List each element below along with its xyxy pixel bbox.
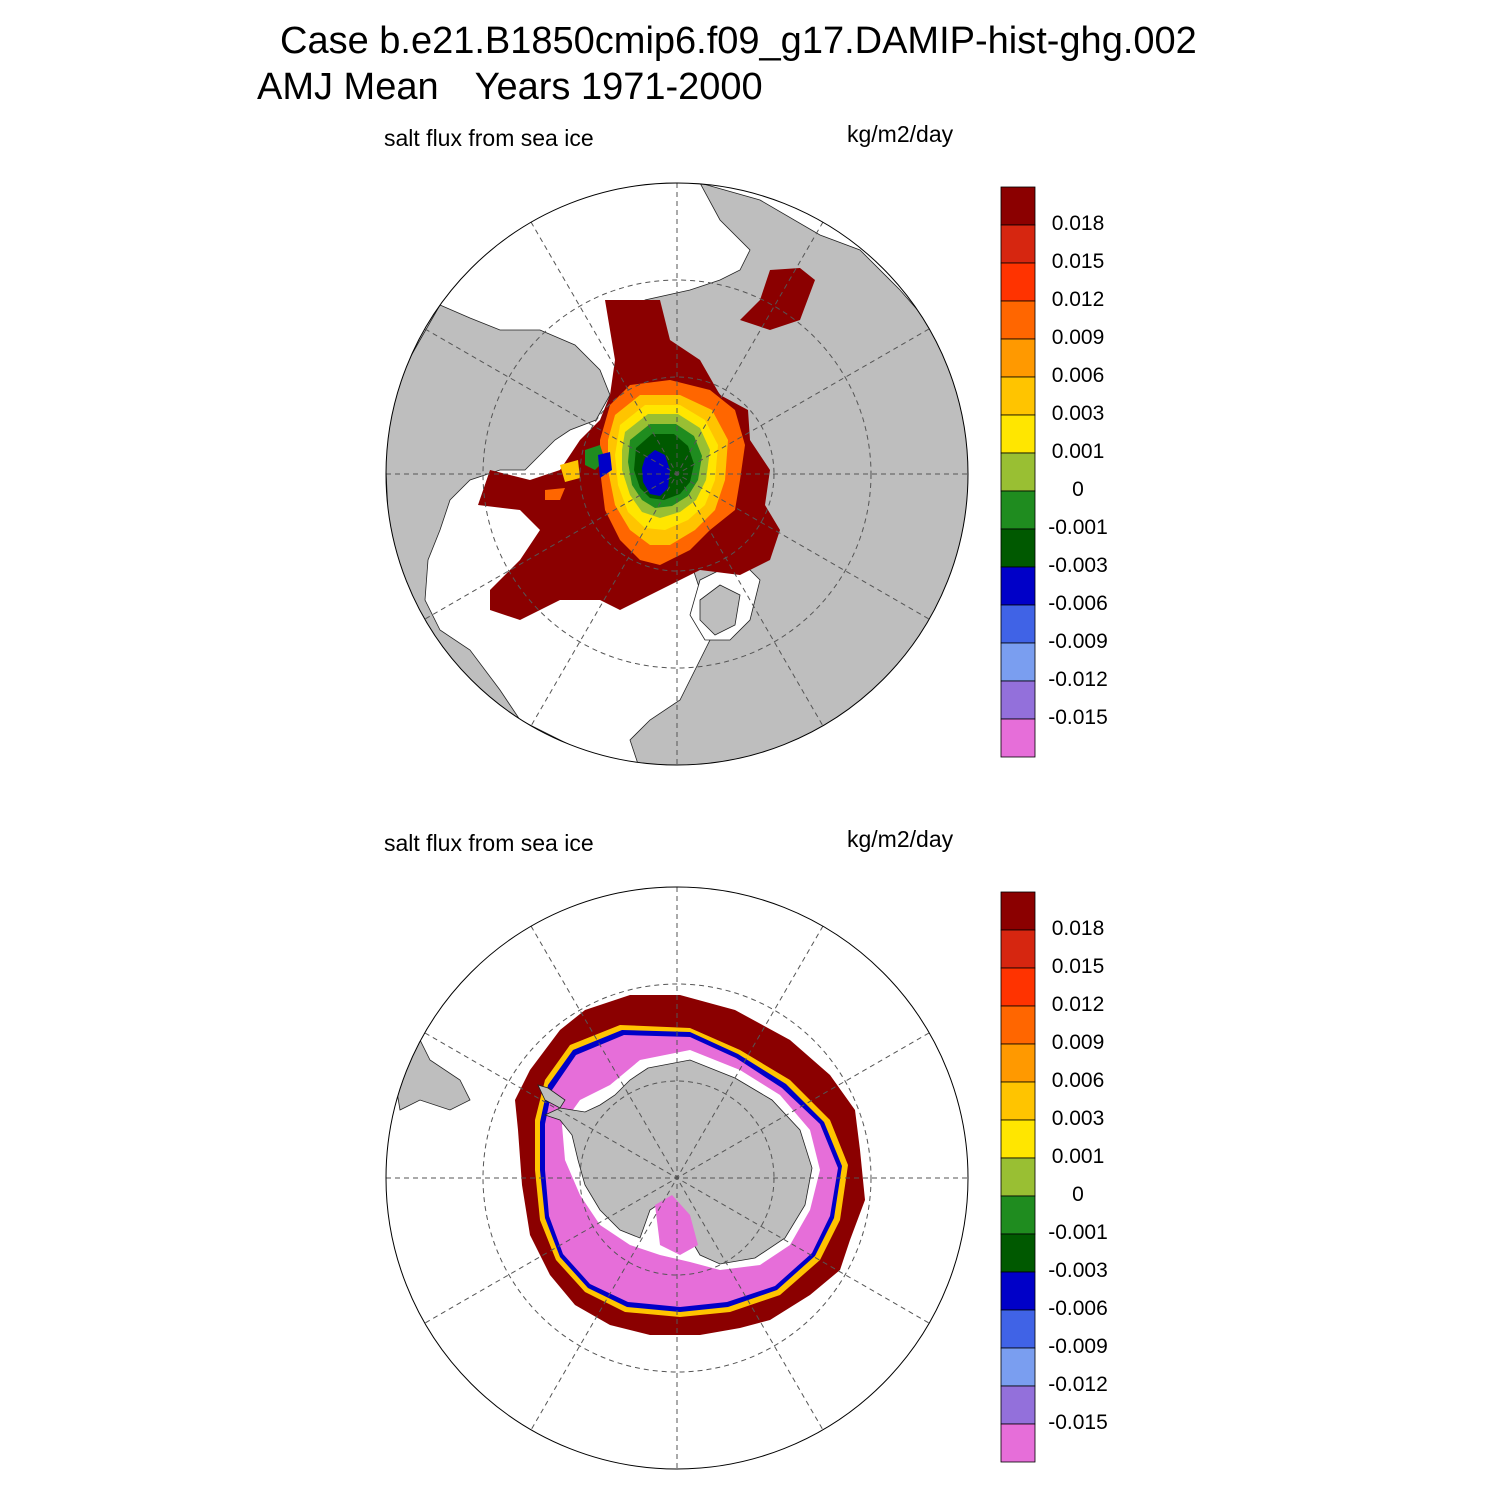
south-variable-label: salt flux from sea ice — [384, 830, 594, 856]
south-colorbar-swatch — [1000, 1309, 1036, 1349]
south-colorbar-swatch — [1000, 1385, 1036, 1425]
north-colorbar-tick-label: 0 — [1072, 478, 1084, 501]
north-polar-map — [385, 182, 969, 766]
plot-title-case: Case b.e21.B1850cmip6.f09_g17.DAMIP-hist… — [280, 20, 1197, 62]
south-polar-map — [385, 886, 969, 1470]
south-colorbar — [1000, 891, 1036, 1463]
north-colorbar-tick-label: -0.003 — [1048, 554, 1108, 577]
south-colorbar-tick-label: -0.001 — [1048, 1221, 1108, 1244]
south-colorbar-tick-label: 0.018 — [1051, 917, 1105, 940]
north-colorbar-swatch — [1000, 718, 1036, 758]
south-colorbar-swatch — [1000, 1081, 1036, 1121]
north-units-label: kg/m2/day — [847, 121, 954, 147]
north-colorbar-swatch — [1000, 528, 1036, 568]
north-colorbar-tick-label: -0.001 — [1048, 516, 1108, 539]
south-colorbar-tick-label: 0.009 — [1051, 1031, 1105, 1054]
south-colorbar-swatch — [1000, 929, 1036, 969]
north-colorbar-tick-label: 0.001 — [1051, 440, 1105, 463]
north-colorbar-swatch — [1000, 566, 1036, 606]
north-colorbar-tick-label: 0.009 — [1051, 326, 1105, 349]
season-label: AMJ Mean — [257, 66, 439, 108]
north-colorbar-swatch — [1000, 300, 1036, 340]
north-colorbar-swatch — [1000, 338, 1036, 378]
south-colorbar-tick-label: 0.003 — [1051, 1107, 1105, 1130]
south-colorbar-tick-label: -0.006 — [1048, 1297, 1108, 1320]
south-colorbar-swatch — [1000, 1233, 1036, 1273]
north-colorbar-swatch — [1000, 186, 1036, 226]
north-colorbar — [1000, 186, 1036, 758]
north-colorbar-swatch — [1000, 642, 1036, 682]
north-colorbar-tick-label: 0.018 — [1051, 212, 1105, 235]
south-colorbar-tick-label: 0.015 — [1051, 955, 1105, 978]
south-colorbar-swatch — [1000, 1423, 1036, 1463]
years-label: Years 1971-2000 — [474, 66, 763, 108]
north-colorbar-tick-label: -0.015 — [1048, 706, 1108, 729]
north-colorbar-tick-label: -0.006 — [1048, 592, 1108, 615]
north-colorbar-swatch — [1000, 414, 1036, 454]
north-ice-core — [642, 450, 670, 496]
south-colorbar-swatch — [1000, 1005, 1036, 1045]
north-colorbar-swatch — [1000, 452, 1036, 492]
south-colorbar-tick-label: 0.012 — [1051, 993, 1105, 1016]
south-colorbar-tick-label: 0.001 — [1051, 1145, 1105, 1168]
north-colorbar-swatch — [1000, 680, 1036, 720]
north-colorbar-tick-label: 0.006 — [1051, 364, 1105, 387]
south-colorbar-tick-label: -0.015 — [1048, 1411, 1108, 1434]
plot-title-period: AMJ Mean Years 1971-2000 — [257, 66, 763, 109]
south-colorbar-swatch — [1000, 1271, 1036, 1311]
south-colorbar-swatch — [1000, 891, 1036, 931]
north-colorbar-swatch — [1000, 604, 1036, 644]
north-colorbar-tick-label: -0.012 — [1048, 668, 1108, 691]
south-colorbar-swatch — [1000, 1195, 1036, 1235]
north-colorbar-tick-label: 0.012 — [1051, 288, 1105, 311]
south-units-label: kg/m2/day — [847, 826, 954, 852]
antarctica-landmass — [543, 1059, 813, 1265]
north-colorbar-tick-label: 0.003 — [1051, 402, 1105, 425]
north-colorbar-swatch — [1000, 490, 1036, 530]
south-colorbar-tick-label: -0.012 — [1048, 1373, 1108, 1396]
north-colorbar-swatch — [1000, 262, 1036, 302]
south-colorbar-swatch — [1000, 1043, 1036, 1083]
north-variable-label: salt flux from sea ice — [384, 125, 594, 151]
south-america-landmass — [394, 1039, 471, 1111]
north-colorbar-tick-label: -0.009 — [1048, 630, 1108, 653]
south-colorbar-tick-label: -0.009 — [1048, 1335, 1108, 1358]
south-colorbar-tick-label: 0.006 — [1051, 1069, 1105, 1092]
south-colorbar-tick-label: 0 — [1072, 1183, 1084, 1206]
north-colorbar-tick-label: 0.015 — [1051, 250, 1105, 273]
south-colorbar-swatch — [1000, 967, 1036, 1007]
south-colorbar-swatch — [1000, 1347, 1036, 1387]
north-colorbar-swatch — [1000, 224, 1036, 264]
south-colorbar-swatch — [1000, 1119, 1036, 1159]
north-colorbar-swatch — [1000, 376, 1036, 416]
south-colorbar-swatch — [1000, 1157, 1036, 1197]
south-colorbar-tick-label: -0.003 — [1048, 1259, 1108, 1282]
